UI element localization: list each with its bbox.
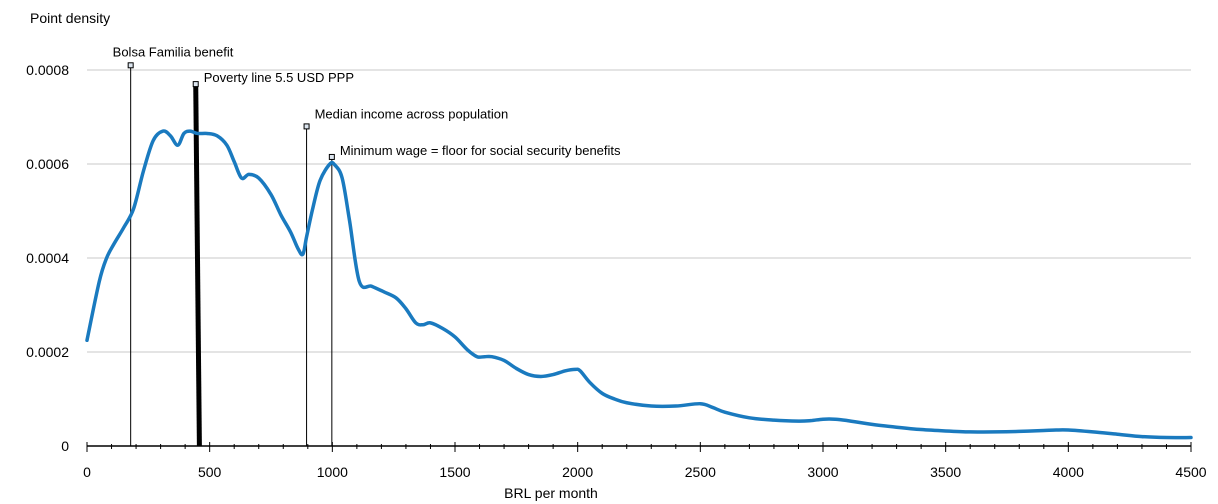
x-tick-label-2: 1000 <box>317 464 348 480</box>
annotation-label-2: Median income across population <box>315 106 509 121</box>
annotation-label-1: Poverty line 5.5 USD PPP <box>204 70 354 85</box>
annotation-marker-3 <box>328 153 335 160</box>
x-tick-label-1: 500 <box>198 464 222 480</box>
y-tick-label-1: 0.0002 <box>26 344 69 360</box>
x-tick-label-7: 3500 <box>930 464 961 480</box>
x-tick-label-8: 4000 <box>1053 464 1084 480</box>
y-tick-labels: 0 0.0002 0.0004 0.0006 0.0008 <box>26 62 69 454</box>
annotation-lines: Bolsa Familia benefit Poverty line 5.5 US… <box>113 44 621 447</box>
x-axis-label: BRL per month <box>504 485 598 501</box>
y-axis-label: Point density <box>30 10 110 26</box>
gridlines <box>87 69 1191 353</box>
y-tick-label-2: 0.0004 <box>26 250 69 266</box>
x-tick-label-4: 2000 <box>562 464 593 480</box>
annotation-marker-1 <box>192 81 199 88</box>
y-tick-label-4: 0.0008 <box>26 62 69 78</box>
annotation-label-0: Bolsa Familia benefit <box>113 44 234 59</box>
annotation-line-1 <box>193 84 202 447</box>
annotation-label-3: Minimum wage = floor for social security… <box>340 143 621 158</box>
y-tick-label-0: 0 <box>61 438 69 454</box>
x-tick-label-3: 1500 <box>439 464 470 480</box>
annotation-marker-2 <box>303 123 310 130</box>
x-tick-label-6: 3000 <box>807 464 838 480</box>
series-group <box>85 129 1193 440</box>
x-axis: 0 500 1000 1500 2000 2500 3000 3500 4000 4500 <box>83 442 1207 480</box>
x-tick-label-0: 0 <box>83 464 91 480</box>
annotation-marker-0 <box>127 62 134 69</box>
y-tick-label-3: 0.0006 <box>26 156 69 172</box>
x-tick-label-9: 4500 <box>1175 464 1206 480</box>
density-series-line-0 <box>85 129 1193 440</box>
x-tick-label-5: 2500 <box>685 464 716 480</box>
